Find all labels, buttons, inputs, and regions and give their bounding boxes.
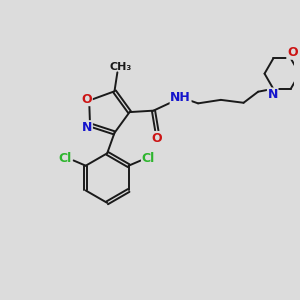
Text: N: N: [268, 88, 278, 101]
Text: CH₃: CH₃: [110, 62, 132, 72]
Text: N: N: [82, 121, 92, 134]
Text: O: O: [287, 46, 298, 59]
Text: Cl: Cl: [142, 152, 155, 165]
Text: NH: NH: [170, 91, 191, 104]
Text: Cl: Cl: [59, 152, 72, 165]
Text: O: O: [151, 131, 162, 145]
Text: O: O: [82, 93, 92, 106]
